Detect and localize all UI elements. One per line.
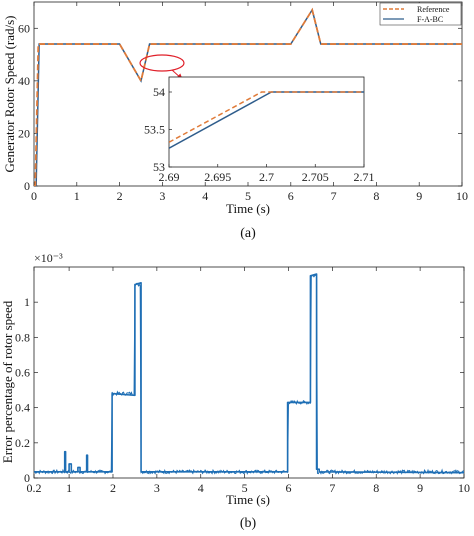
panel-a-ytick-label: 60 [18,21,30,35]
panel-b-xtick-label: 10 [458,481,470,495]
inset-reference-line [169,91,364,143]
panel-b-ytick-label: 0.4 [15,401,30,415]
panel-b-ytick-label: 0.8 [15,330,30,344]
panel-b-exponent-label: ×10⁻³ [34,251,63,265]
panel-a-label: (a) [240,226,256,241]
panel-a-series [34,7,462,186]
inset-xtick-label: 2.71 [354,170,375,184]
panel-a-xlabel: Time (s) [226,201,270,216]
panel-b-ytick-label: 0.6 [15,366,30,380]
panel-b-frame [33,266,465,479]
panel-a-xtick-label: 4 [202,189,208,203]
panel-b-ytick-label: 1 [24,295,30,309]
panel-b-ytick-label: 0.2 [15,436,30,450]
inset-xtick-label: 2.695 [204,170,231,184]
inset-ytick-label: 53 [153,160,165,174]
legend-reference-label: Reference [417,5,450,14]
inset-xtick-label: 2.69 [159,170,180,184]
panel-a-xtick-label: 5 [245,189,251,203]
panel-b-xtick-label: 7 [329,481,335,495]
panel-b-xtick-label: 6 [285,481,291,495]
inset-series [169,91,364,149]
panel-a-xtick-label: 10 [456,189,468,203]
panel-b-xtick-label: 5 [242,481,248,495]
series-error-noise [34,274,464,475]
inset-xtick-label: 2.705 [302,170,329,184]
panel-b-xtick-label: 3 [154,481,160,495]
panel-a-xtick-label: 1 [74,189,80,203]
panel-a-ylabel: Generator Rotor Speed (rad/s) [2,15,17,172]
inset-ytick-label: 53.5 [144,123,165,137]
panel-b-xtick-label: 8 [373,481,379,495]
panel-b-xtick-label: 4 [198,481,204,495]
panel-b-xtick-label: 2 [110,481,116,495]
series-reference-line [34,7,462,186]
panel-b-ytick-label: 0 [24,471,30,485]
panel-a-xtick-label: 6 [288,189,294,203]
panel-b-xtick-label: 0.2 [27,481,42,495]
panel-a-ticks: 0 1 2 3 4 5 6 7 8 9 10 0 20 40 60 [18,2,468,203]
panel-a-xtick-label: 3 [159,189,165,203]
panel-b-label: (b) [240,516,257,531]
panel-b-ylabel: Error percentage of rotor speed [0,300,15,463]
inset-ticks: 2.69 2.695 2.7 2.705 2.71 53 53.5 54 [144,85,375,184]
panel-b-xtick-label: 9 [417,481,423,495]
panel-a-xtick-label: 9 [416,189,422,203]
panel-b-series [34,273,464,475]
panel-a-ytick-label: 0 [24,179,30,193]
zoom-inset: 2.69 2.695 2.7 2.705 2.71 53 53.5 54 [144,76,375,184]
panel-a-ytick-label: 40 [18,74,30,88]
panel-a-xtick-label: 0 [31,189,37,203]
panel-a-xtick-label: 2 [117,189,123,203]
inset-frame [168,76,365,168]
inset-xtick-label: 2.7 [259,170,274,184]
zoom-callout-ellipse [139,54,185,72]
panel-b-xtick-label: 1 [66,481,72,495]
legend-fabc-label: F-A-BC [417,15,443,24]
panel-a-chart: 0 1 2 3 4 5 6 7 8 9 10 0 20 40 60 Reference F-A-BC 2.6… [2,1,468,241]
panel-b-xlabel: Time (s) [226,492,270,507]
inset-ytick-label: 54 [153,85,165,99]
panel-a-ytick-label: 20 [18,126,30,140]
legend: Reference F-A-BC [379,2,462,26]
panel-a-xtick-label: 7 [331,189,337,203]
panel-a-xtick-label: 8 [373,189,379,203]
